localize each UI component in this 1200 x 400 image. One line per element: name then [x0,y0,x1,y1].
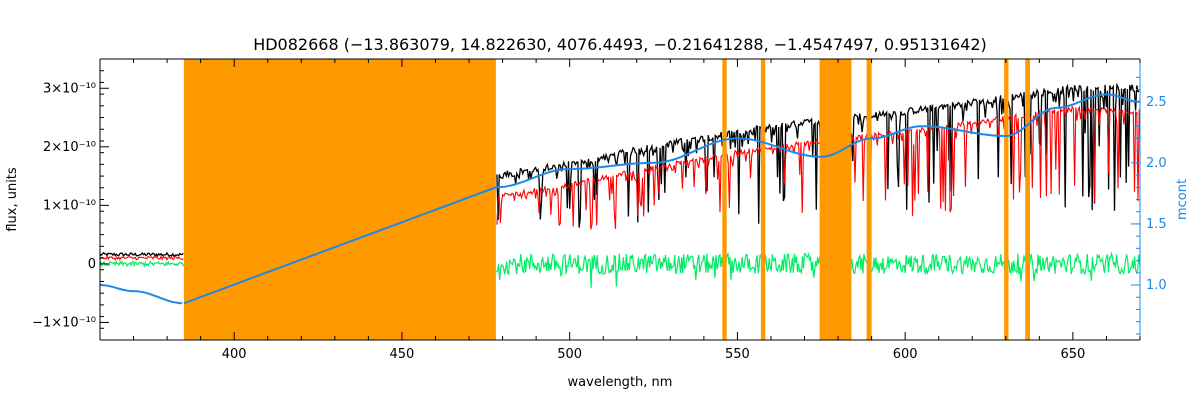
y-tick-label: −1×10⁻¹⁰ [32,315,96,330]
y-tick-label: 1×10⁻¹⁰ [43,198,96,213]
right-tick-label: 2.0 [1146,156,1167,171]
residuals-line-1 [99,260,185,268]
right-axis-label: mcont [1175,179,1190,220]
masked-region-5 [866,59,872,340]
y-tick-label: 0 [88,257,96,272]
x-tick-label: 400 [222,347,247,362]
axes: 400 450 500 550 600 650 −1×10⁻¹⁰ 0 1×10⁻¹⁰ 2×10⁻¹… [32,58,1167,362]
masked-region-4 [819,59,852,340]
mcont-line-1 [99,284,183,305]
masked-region-7 [1025,59,1030,340]
y-tick-label: 2×10⁻¹⁰ [43,140,96,155]
x-tick-label: 550 [725,347,750,362]
observed-flux-line-1 [99,251,184,258]
observed-flux-line-2 [496,82,1140,228]
x-tick-label: 600 [893,347,918,362]
x-tick-label: 450 [390,347,415,362]
masked-region-3 [760,59,766,340]
mcont-line-2 [183,93,1141,305]
right-tick-label: 1.5 [1146,217,1167,232]
plot-area [99,59,1141,340]
right-tick-label: 1.0 [1146,278,1167,293]
model-flux-line-1 [99,254,184,262]
masked-region-1 [183,59,496,340]
x-axis-label: wavelength, nm [568,375,673,390]
x-tick-label: 650 [1060,347,1085,362]
masked-region-2 [722,59,727,340]
y-tick-label: 3×10⁻¹⁰ [43,81,96,96]
masked-region-6 [1004,59,1009,340]
model-flux-line-2 [496,105,1140,230]
residuals-line-2 [496,251,1141,288]
y-axis-label: flux, units [5,167,20,232]
x-tick-label: 500 [557,347,582,362]
right-tick-label: 2.5 [1146,95,1167,110]
chart-title: HD082668 (−13.863079, 14.822630, 4076.44… [253,35,987,54]
